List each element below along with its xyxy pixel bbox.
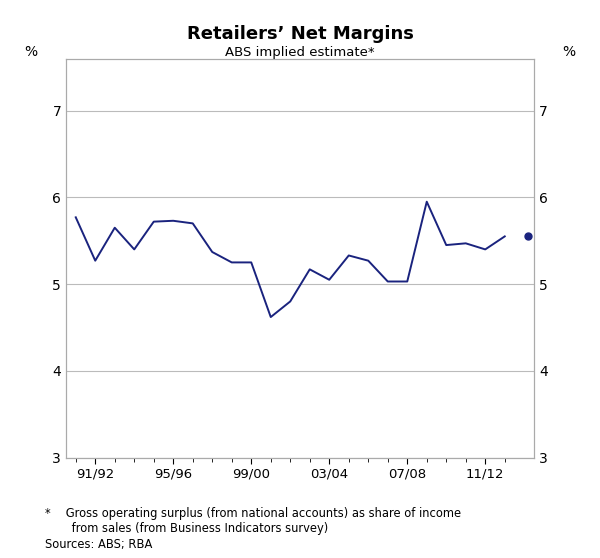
Text: %: %: [25, 45, 37, 59]
Text: from sales (from Business Indicators survey): from sales (from Business Indicators sur…: [45, 522, 328, 535]
Text: *  Gross operating surplus (from national accounts) as share of income: * Gross operating surplus (from national…: [45, 507, 461, 519]
Text: ABS implied estimate*: ABS implied estimate*: [225, 46, 375, 59]
Text: Retailers’ Net Margins: Retailers’ Net Margins: [187, 25, 413, 43]
Text: Sources: ABS; RBA: Sources: ABS; RBA: [45, 538, 152, 551]
Text: %: %: [563, 45, 575, 59]
